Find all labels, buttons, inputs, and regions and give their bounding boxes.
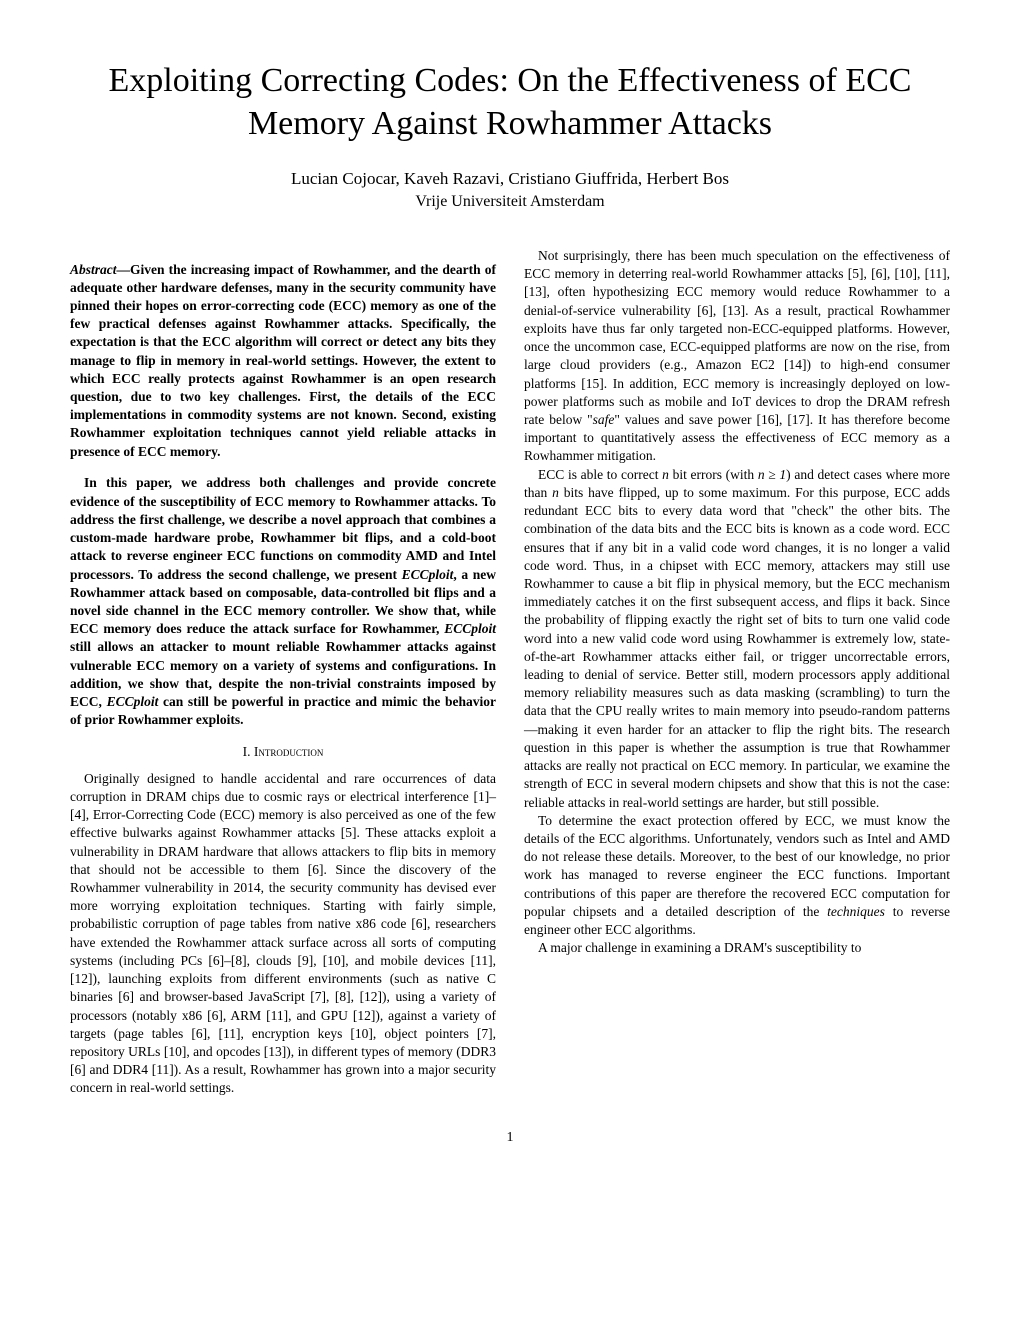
right-column: Not surprisingly, there has been much sp… xyxy=(524,247,950,1098)
col2-paragraph-4: A major challenge in examining a DRAM's … xyxy=(524,939,950,957)
col2p2c: bit errors (with xyxy=(669,467,758,482)
two-column-body: Abstract—Given the increasing impact of … xyxy=(70,247,950,1098)
abstract-paragraph-1: Abstract—Given the increasing impact of … xyxy=(70,261,496,461)
col2p2g: bits have flipped, up to some maximum. F… xyxy=(524,485,950,810)
col2p1a: Not surprisingly, there has been much sp… xyxy=(524,248,950,427)
col2-paragraph-3: To determine the exact protection offere… xyxy=(524,812,950,940)
safe-term: safe xyxy=(593,412,615,427)
eccploit-term-3: ECCploit xyxy=(107,694,159,709)
section-1-header: I. Introduction xyxy=(70,743,496,761)
eccploit-term-2: ECCploit xyxy=(444,621,496,636)
n-geq-1: n ≥ 1 xyxy=(758,467,786,482)
paper-title: Exploiting Correcting Codes: On the Effe… xyxy=(70,60,950,145)
page-number: 1 xyxy=(70,1130,950,1146)
n-var-2: n xyxy=(552,485,559,500)
n-var-1: n xyxy=(662,467,669,482)
authors-line: Lucian Cojocar, Kaveh Razavi, Cristiano … xyxy=(70,169,950,189)
abstract-label: Abstract xyxy=(70,262,117,277)
techniques-term: techniques xyxy=(827,904,885,919)
abstract-text-1: —Given the increasing impact of Rowhamme… xyxy=(70,262,496,459)
abstract-paragraph-2: In this paper, we address both challenge… xyxy=(70,474,496,729)
col2p2a: ECC is able to correct xyxy=(538,467,662,482)
eccploit-term-1: ECCploit xyxy=(402,567,454,582)
intro-paragraph-1: Originally designed to handle accidental… xyxy=(70,770,496,1098)
col2-paragraph-2: ECC is able to correct n bit errors (wit… xyxy=(524,466,950,812)
col2-paragraph-1: Not surprisingly, there has been much sp… xyxy=(524,247,950,466)
affiliation-line: Vrije Universiteit Amsterdam xyxy=(70,193,950,211)
left-column: Abstract—Given the increasing impact of … xyxy=(70,247,496,1098)
